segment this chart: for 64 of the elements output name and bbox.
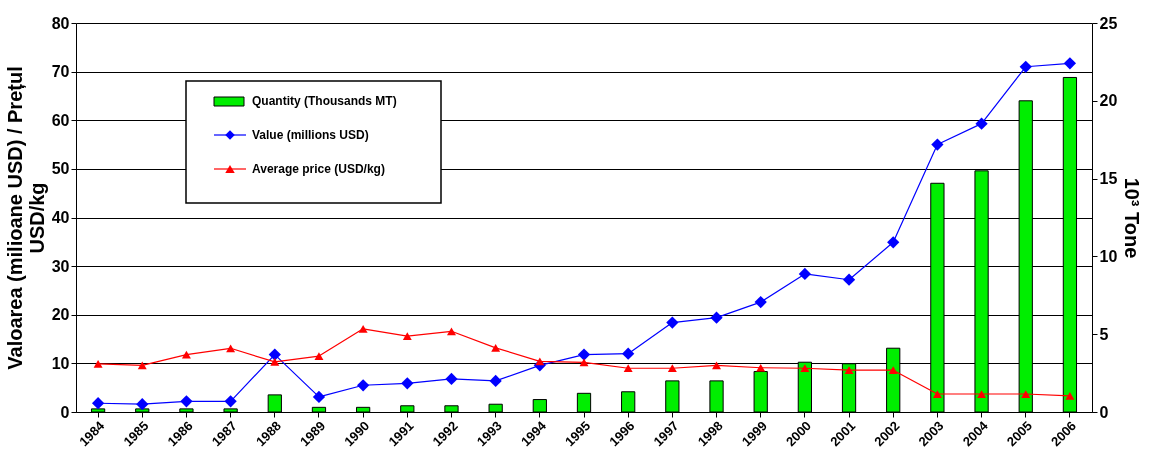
point	[402, 332, 412, 341]
y-tick-label: 30	[51, 257, 70, 275]
point	[1063, 57, 1077, 70]
point	[579, 358, 589, 367]
point	[754, 295, 767, 309]
point	[535, 357, 545, 366]
legend-label: Quantity (Thousands MT)	[252, 94, 397, 108]
point	[224, 395, 237, 408]
point	[270, 358, 280, 366]
y-axis-title: Valoarea (milioane USD) / Prețul USD/kg	[3, 66, 48, 370]
point	[623, 364, 633, 373]
point	[1021, 390, 1031, 398]
point	[491, 343, 501, 352]
point	[798, 267, 811, 281]
y-tick-label: 70	[51, 63, 70, 81]
point	[887, 236, 900, 249]
point	[314, 352, 324, 360]
point	[932, 390, 942, 398]
y-tick-label: 10	[51, 354, 70, 372]
point	[977, 390, 987, 398]
point	[888, 366, 898, 375]
y-tick-label: 40	[51, 209, 70, 226]
point	[445, 372, 458, 386]
y-tick-label: 20	[51, 306, 70, 324]
y2-tick-label: 20	[1099, 92, 1118, 110]
point	[712, 361, 721, 370]
y2-tick-label: 15	[1099, 170, 1118, 188]
y2-tick-label: 0	[1099, 403, 1109, 421]
legend-label: Average price (USD/kg)	[252, 162, 385, 176]
point	[136, 398, 149, 411]
point	[842, 273, 856, 286]
point	[180, 395, 193, 408]
point	[756, 363, 766, 372]
point	[268, 348, 281, 361]
y2-tick-label: 5	[1099, 325, 1109, 343]
point	[844, 366, 854, 375]
point	[577, 348, 591, 361]
y2-tick-label: 25	[1099, 14, 1118, 32]
y2-tick-label: 10	[1099, 247, 1118, 265]
point	[93, 359, 103, 368]
point	[710, 311, 723, 324]
point	[666, 316, 679, 329]
legend-label: Value (millions USD)	[252, 128, 369, 142]
y-tick-label: 80	[51, 14, 70, 32]
y2-axis-title: 10³ Tone	[1121, 177, 1144, 259]
point	[975, 117, 988, 130]
point	[1019, 60, 1032, 73]
point	[447, 327, 456, 336]
point	[312, 390, 326, 404]
point	[489, 374, 502, 387]
point	[931, 138, 944, 151]
point	[1065, 392, 1075, 400]
point	[800, 364, 810, 373]
y-tick-label: 50	[51, 160, 70, 178]
point	[137, 361, 147, 370]
point	[91, 397, 105, 410]
y-tick-label: 60	[51, 111, 70, 129]
y-tick-label: 0	[60, 403, 70, 421]
point	[667, 364, 677, 373]
point	[358, 324, 368, 333]
point	[401, 377, 414, 390]
point	[622, 347, 635, 360]
point	[357, 379, 370, 392]
point	[226, 344, 236, 353]
